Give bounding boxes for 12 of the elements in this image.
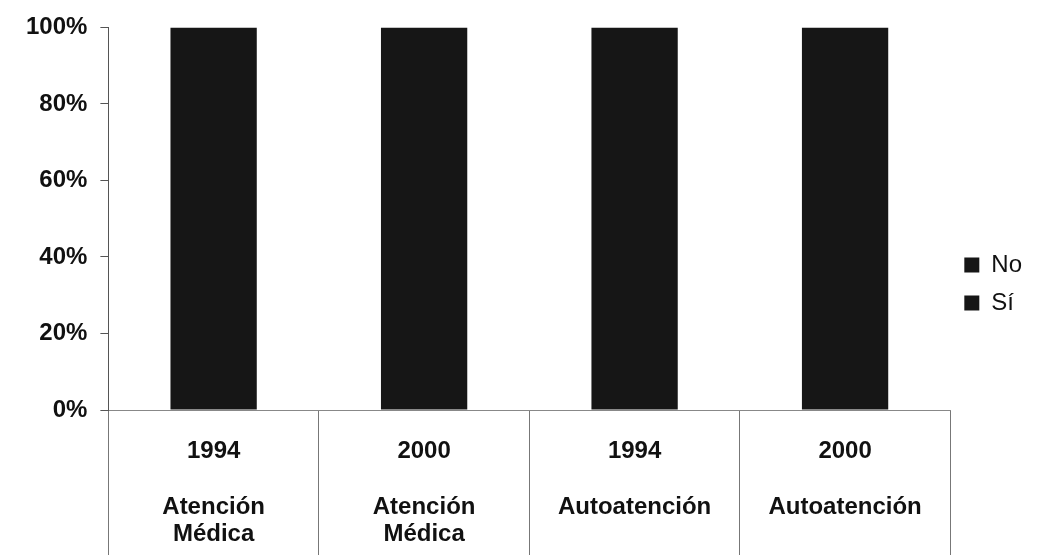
y-tick-label: 60%	[39, 165, 88, 193]
y-tick-label: 40%	[39, 241, 88, 269]
x-tick-label: 2000 Autoatención	[768, 436, 922, 519]
legend-label: No	[991, 249, 1023, 277]
x-tick-label: 1994 Autoatención	[557, 436, 712, 519]
x-tick-label: 1994 Atención Médica	[162, 436, 265, 547]
y-tick-label: 80%	[39, 88, 88, 116]
x-tick-label: 2000 Atención Médica	[372, 436, 476, 547]
y-tick-label: 100%	[25, 12, 88, 40]
legend-label: Sí	[991, 287, 1015, 315]
y-tick-label: 20%	[39, 318, 88, 346]
y-tick-label: 0%	[52, 394, 88, 422]
